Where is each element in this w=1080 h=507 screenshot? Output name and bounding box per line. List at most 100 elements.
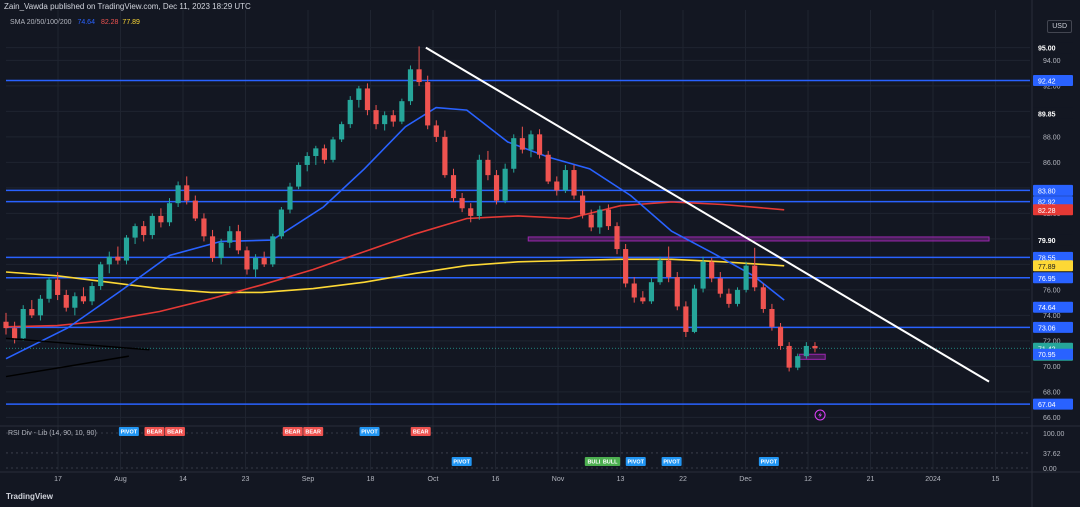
candle-body[interactable] bbox=[3, 321, 9, 329]
candle-body[interactable] bbox=[46, 279, 52, 299]
candle-body[interactable] bbox=[72, 296, 78, 308]
candle-body[interactable] bbox=[536, 134, 543, 155]
rsi-signal-badge[interactable] bbox=[118, 427, 139, 436]
candle-body[interactable] bbox=[588, 214, 594, 228]
candle-body[interactable] bbox=[691, 288, 698, 332]
candle-body[interactable] bbox=[235, 231, 241, 251]
rsi-signal-badge[interactable] bbox=[410, 427, 431, 436]
lightning-icon[interactable] bbox=[814, 409, 826, 421]
candle-body[interactable] bbox=[209, 236, 216, 258]
candle-body[interactable] bbox=[648, 282, 655, 302]
candle-body[interactable] bbox=[554, 181, 560, 191]
candle-body[interactable] bbox=[502, 168, 508, 201]
candle-body[interactable] bbox=[597, 209, 603, 228]
candle-body[interactable] bbox=[149, 215, 155, 236]
candle-body[interactable] bbox=[425, 82, 431, 126]
rsi-signal-badge[interactable] bbox=[144, 427, 165, 436]
candle-body[interactable] bbox=[623, 249, 629, 284]
candle-body[interactable] bbox=[218, 242, 224, 258]
candle-body[interactable] bbox=[407, 69, 414, 102]
candle-body[interactable] bbox=[476, 159, 482, 216]
candle-body[interactable] bbox=[321, 148, 328, 160]
rsi-signal-badge[interactable] bbox=[661, 457, 682, 466]
candle-body[interactable] bbox=[98, 264, 104, 287]
candle-body[interactable] bbox=[614, 226, 620, 250]
candle-body[interactable] bbox=[743, 265, 749, 290]
candle-body[interactable] bbox=[313, 148, 319, 157]
candle-body[interactable] bbox=[528, 134, 534, 150]
candle-body[interactable] bbox=[700, 261, 706, 289]
candle-body[interactable] bbox=[752, 265, 758, 288]
rsi-signal-badge[interactable] bbox=[282, 427, 303, 436]
candle-body[interactable] bbox=[227, 231, 233, 243]
candle-body[interactable] bbox=[399, 101, 405, 122]
candle-body[interactable] bbox=[175, 185, 181, 204]
candle-body[interactable] bbox=[605, 209, 611, 227]
candle-body[interactable] bbox=[666, 260, 672, 278]
candle-body[interactable] bbox=[795, 356, 801, 368]
supply-zone[interactable] bbox=[799, 353, 826, 360]
supply-zone[interactable] bbox=[527, 236, 990, 242]
candle-body[interactable] bbox=[347, 99, 353, 125]
candle-body[interactable] bbox=[493, 175, 500, 201]
candle-body[interactable] bbox=[304, 156, 310, 165]
sma-legend[interactable]: SMA 20/50/100/200 74.64 82.28 77.89 bbox=[10, 19, 140, 26]
candle-body[interactable] bbox=[717, 278, 723, 294]
candle-body[interactable] bbox=[278, 209, 284, 237]
candle-body[interactable] bbox=[261, 257, 267, 265]
candle-body[interactable] bbox=[192, 200, 198, 219]
candle-body[interactable] bbox=[55, 279, 61, 295]
candle-body[interactable] bbox=[63, 294, 69, 308]
candle-body[interactable] bbox=[786, 345, 792, 368]
candle-body[interactable] bbox=[330, 139, 336, 160]
candle-body[interactable] bbox=[485, 159, 491, 176]
rsi-signal-badge[interactable] bbox=[600, 457, 621, 466]
candle-body[interactable] bbox=[80, 296, 87, 302]
candle-body[interactable] bbox=[115, 256, 121, 261]
candle-body[interactable] bbox=[511, 138, 517, 169]
candle-body[interactable] bbox=[339, 124, 345, 140]
candle-body[interactable] bbox=[270, 236, 276, 265]
candle-body[interactable] bbox=[106, 256, 112, 265]
candle-body[interactable] bbox=[166, 203, 173, 223]
candle-body[interactable] bbox=[390, 115, 396, 122]
candle-body[interactable] bbox=[631, 283, 637, 298]
candle-body[interactable] bbox=[184, 185, 190, 201]
candle-body[interactable] bbox=[726, 293, 732, 304]
descending-trendline[interactable] bbox=[425, 46, 990, 383]
candle-body[interactable] bbox=[433, 125, 439, 137]
rsi-legend[interactable]: RSI Div - Lib (14, 90, 10, 90) bbox=[8, 430, 97, 437]
candle-body[interactable] bbox=[450, 175, 457, 199]
candle-body[interactable] bbox=[244, 250, 250, 270]
candle-body[interactable] bbox=[158, 215, 164, 223]
candle-body[interactable] bbox=[382, 115, 388, 125]
candle-body[interactable] bbox=[296, 164, 302, 187]
candle-body[interactable] bbox=[760, 287, 766, 309]
rsi-signal-badge[interactable] bbox=[303, 427, 324, 436]
candle-body[interactable] bbox=[545, 154, 551, 182]
sma20-line[interactable] bbox=[5, 106, 785, 360]
candle-body[interactable] bbox=[769, 308, 775, 327]
rsi-signal-badge[interactable] bbox=[584, 457, 605, 466]
candle-body[interactable] bbox=[373, 110, 379, 125]
rsi-signal-badge[interactable] bbox=[164, 427, 185, 436]
candle-body[interactable] bbox=[674, 277, 680, 307]
rsi-signal-badge[interactable] bbox=[758, 457, 779, 466]
candle-body[interactable] bbox=[132, 226, 138, 238]
candle-body[interactable] bbox=[37, 298, 44, 316]
candle-body[interactable] bbox=[812, 345, 818, 349]
candle-body[interactable] bbox=[803, 345, 809, 357]
candle-body[interactable] bbox=[519, 138, 525, 150]
currency-button[interactable]: USD bbox=[1047, 20, 1072, 33]
candle-body[interactable] bbox=[657, 260, 663, 283]
sma50-line[interactable] bbox=[5, 201, 785, 328]
candle-body[interactable] bbox=[468, 208, 474, 216]
candle-body[interactable] bbox=[123, 237, 130, 261]
candle-body[interactable] bbox=[12, 328, 18, 339]
candle-body[interactable] bbox=[287, 186, 293, 210]
candle-body[interactable] bbox=[571, 170, 577, 196]
rsi-signal-badge[interactable] bbox=[359, 427, 380, 436]
candle-body[interactable] bbox=[562, 170, 568, 191]
candle-body[interactable] bbox=[252, 257, 259, 270]
